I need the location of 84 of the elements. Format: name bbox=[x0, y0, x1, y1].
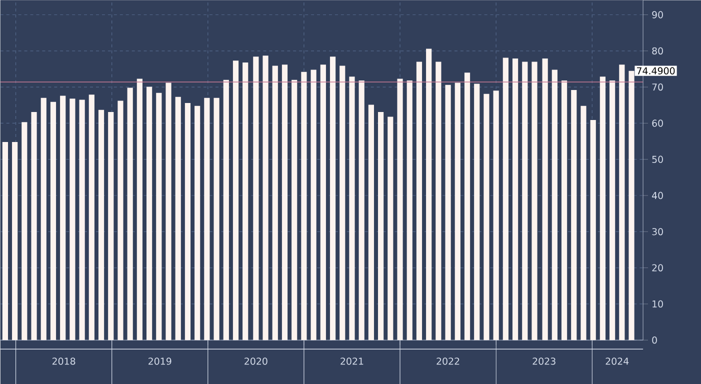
bar bbox=[552, 70, 558, 340]
bar bbox=[146, 86, 152, 340]
bar bbox=[242, 62, 248, 340]
bar bbox=[320, 64, 326, 340]
bar bbox=[98, 110, 104, 340]
bar bbox=[118, 100, 124, 340]
y-tick-label: 30 bbox=[652, 228, 663, 236]
bar bbox=[610, 80, 616, 340]
bar bbox=[397, 78, 403, 340]
bar bbox=[532, 62, 538, 340]
x-tick-label: 2024 bbox=[606, 357, 629, 365]
y-tick-label: 10 bbox=[652, 300, 663, 308]
bar bbox=[166, 82, 172, 340]
bar bbox=[40, 98, 46, 340]
bar bbox=[156, 92, 162, 340]
bar bbox=[349, 76, 355, 340]
bar bbox=[2, 142, 8, 340]
bar bbox=[378, 112, 384, 340]
bar bbox=[12, 142, 18, 340]
bar bbox=[416, 62, 422, 340]
bar bbox=[426, 48, 432, 340]
bar bbox=[232, 60, 239, 340]
x-tick-label: 2018 bbox=[52, 357, 76, 365]
annotation: 74.4900 bbox=[637, 67, 675, 74]
bar bbox=[522, 62, 528, 340]
x-tick-label: 2021 bbox=[340, 357, 364, 365]
bar bbox=[60, 96, 66, 340]
bar bbox=[388, 116, 394, 340]
bar bbox=[136, 78, 142, 340]
bar bbox=[262, 55, 268, 340]
bar bbox=[214, 98, 220, 340]
y-tick-label: 60 bbox=[652, 119, 663, 127]
bar bbox=[628, 70, 634, 340]
bar bbox=[340, 66, 346, 340]
bar bbox=[619, 64, 625, 340]
bar bbox=[474, 84, 480, 340]
bar bbox=[542, 58, 548, 340]
y-tick-label: 90 bbox=[652, 10, 663, 18]
bar bbox=[561, 80, 568, 340]
bar bbox=[436, 62, 442, 340]
bar bbox=[88, 94, 94, 340]
bar bbox=[454, 82, 460, 340]
y-tick-label: 70 bbox=[652, 83, 663, 90]
bar bbox=[310, 70, 316, 340]
bar bbox=[580, 106, 586, 340]
bar bbox=[502, 58, 508, 340]
y-tick-label: 20 bbox=[652, 264, 663, 272]
bar bbox=[445, 84, 451, 340]
y-tick-label: 0 bbox=[652, 336, 657, 344]
bar bbox=[301, 72, 307, 340]
bar bbox=[272, 66, 278, 340]
bar bbox=[493, 90, 499, 340]
bar bbox=[31, 112, 37, 340]
bar bbox=[464, 72, 470, 340]
bar bbox=[70, 98, 76, 340]
bar bbox=[282, 64, 288, 340]
bar bbox=[194, 106, 200, 340]
bar bbox=[50, 102, 56, 340]
bar bbox=[406, 80, 412, 340]
bar bbox=[175, 96, 181, 340]
bar bbox=[79, 100, 85, 340]
x-tick-label: 2022 bbox=[436, 357, 460, 365]
bar bbox=[512, 58, 518, 340]
bar bbox=[108, 112, 114, 340]
bar bbox=[571, 90, 577, 340]
bar bbox=[484, 94, 490, 340]
bar bbox=[184, 102, 191, 340]
x-tick-label: 2023 bbox=[532, 357, 556, 365]
bar bbox=[330, 56, 336, 340]
bar bbox=[22, 122, 28, 340]
bar bbox=[368, 104, 374, 340]
bar bbox=[292, 80, 298, 340]
bar bbox=[127, 88, 133, 340]
bar bbox=[204, 98, 210, 340]
y-tick-label: 80 bbox=[652, 47, 663, 54]
bar bbox=[590, 120, 596, 340]
x-tick-label: 2019 bbox=[148, 357, 172, 365]
bar bbox=[358, 80, 364, 340]
x-tick-label: 2020 bbox=[244, 357, 268, 365]
bar bbox=[600, 76, 606, 340]
y-tick-label: 40 bbox=[652, 192, 663, 199]
bar bbox=[223, 80, 229, 340]
y-tick-label: 50 bbox=[652, 156, 663, 163]
bar bbox=[253, 56, 259, 340]
